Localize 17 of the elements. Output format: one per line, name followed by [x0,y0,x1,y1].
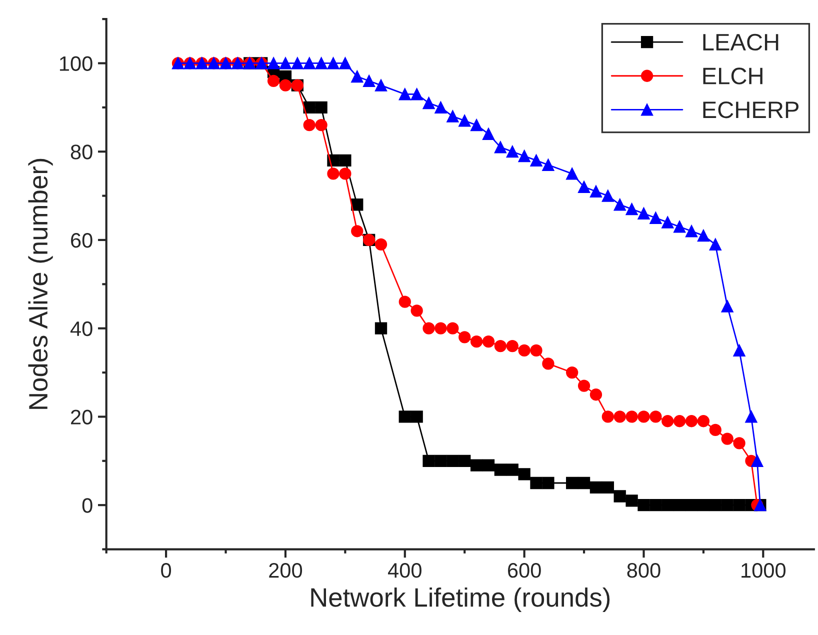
legend-label: ECHERP [703,101,798,118]
y-tick-label: 80 [70,144,92,160]
x-tick-label: 1000 [742,563,786,578]
x-tick-label: 200 [269,563,302,578]
x-axis-title: Network Lifetime (rounds) [311,587,610,612]
y-tick-label: 40 [70,321,92,336]
x-tick-label: 400 [388,563,422,578]
y-tick-label: 100 [60,56,92,71]
legend-label: ELCH [703,68,762,84]
y-tick-label: 60 [71,232,92,248]
legend-label: LEACH [703,34,778,51]
y-axis-title: Nodes Alive (number) [28,158,53,409]
y-tick-label: 0 [82,498,92,513]
y-tick-label: 20 [71,410,92,424]
x-tick-label: 800 [627,563,660,578]
x-tick-label: 600 [508,563,541,578]
x-tick-label: 0 [161,563,172,578]
